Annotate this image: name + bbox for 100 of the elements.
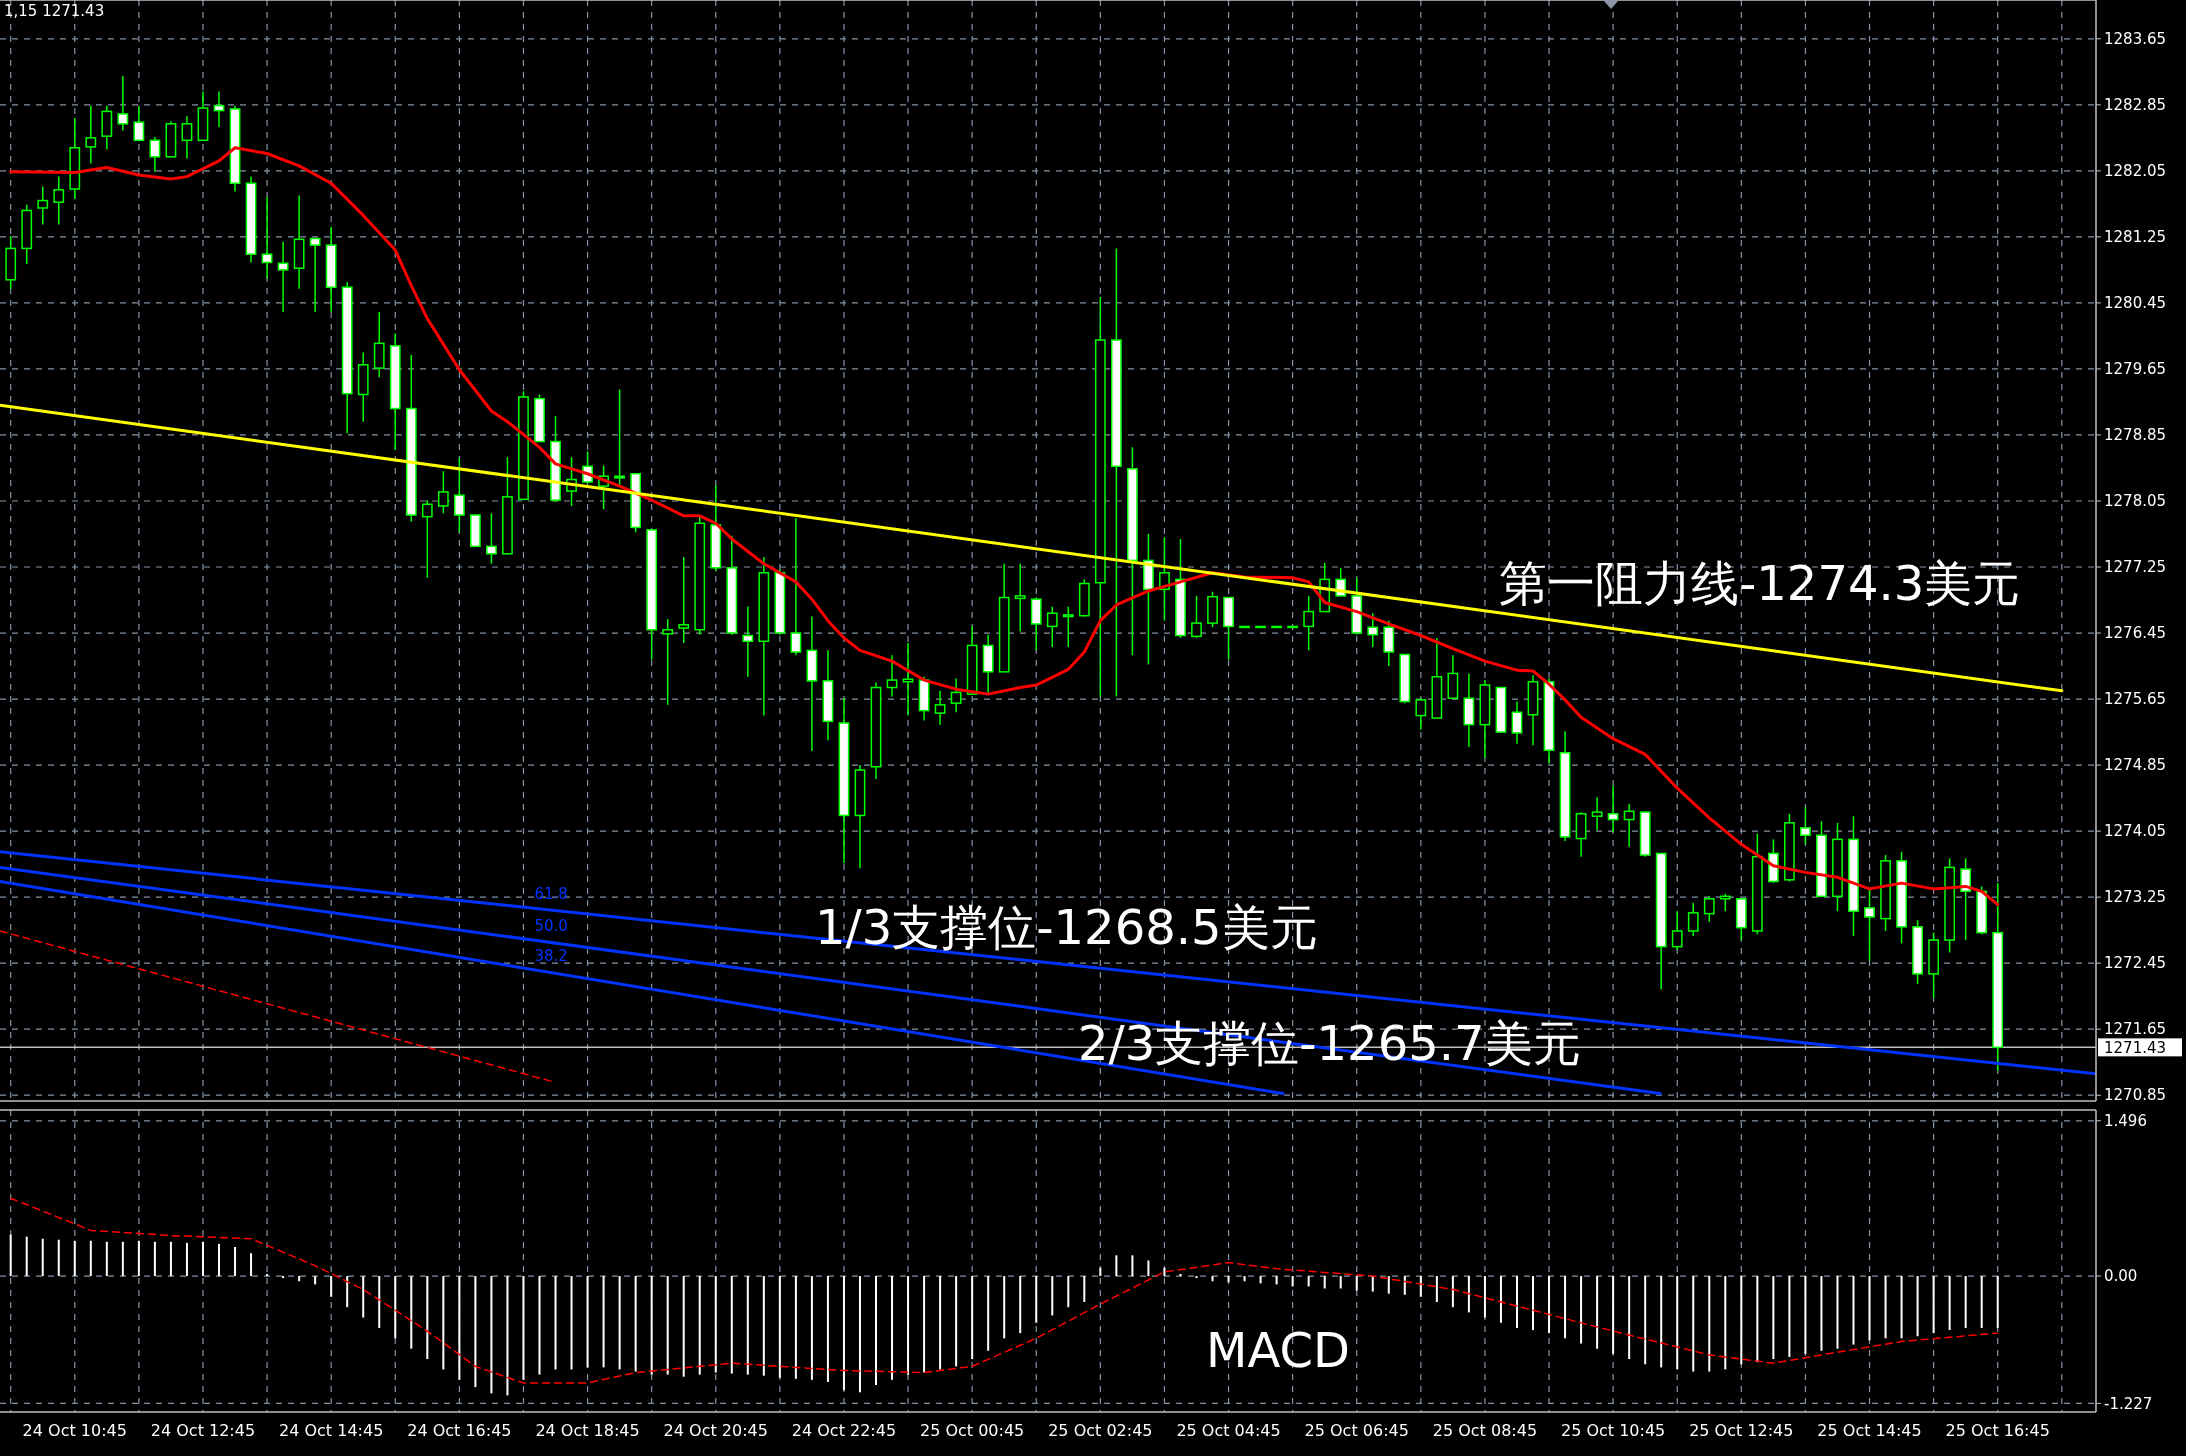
- bar: [442, 1276, 445, 1370]
- bar: [266, 1273, 269, 1277]
- bar: [650, 1276, 653, 1375]
- bar: [1179, 1273, 1182, 1277]
- bar: [314, 1276, 317, 1285]
- annotation: 第一阻力线-1274.3美元: [1499, 554, 2021, 611]
- bar: [1724, 1276, 1727, 1370]
- bar: [1323, 1276, 1326, 1289]
- y-tick-label: 1274.05: [2104, 822, 2167, 841]
- bar: [346, 1276, 349, 1308]
- x-tick-label: 25 Oct 06:45: [1304, 1421, 1409, 1440]
- bar: [1980, 1276, 1983, 1328]
- candlestick: [486, 512, 497, 565]
- bar: [1708, 1276, 1711, 1372]
- bar: [105, 1241, 108, 1277]
- bar: [73, 1240, 76, 1277]
- candlestick: [742, 605, 754, 678]
- bar: [1820, 1276, 1823, 1351]
- x-tick-label: 24 Oct 20:45: [663, 1421, 768, 1440]
- bar: [1371, 1276, 1374, 1292]
- bar: [394, 1276, 397, 1339]
- y-tick-label: 1282.85: [2104, 96, 2167, 115]
- bar: [1932, 1276, 1935, 1334]
- candlestick: [117, 75, 129, 132]
- bar: [1596, 1276, 1599, 1349]
- bar: [153, 1241, 156, 1277]
- bar: [89, 1240, 92, 1277]
- bar: [858, 1276, 861, 1393]
- bar: [1756, 1276, 1759, 1363]
- bar: [1355, 1276, 1358, 1291]
- x-tick-label: 25 Oct 02:45: [1048, 1421, 1153, 1440]
- x-tick-label: 24 Oct 18:45: [535, 1421, 640, 1440]
- bar: [410, 1276, 413, 1349]
- bar: [1788, 1276, 1791, 1357]
- bar: [378, 1276, 381, 1328]
- bar: [1067, 1276, 1070, 1308]
- bar: [282, 1276, 285, 1279]
- candlestick: [662, 618, 674, 706]
- candlestick: [1623, 803, 1635, 848]
- bar: [714, 1276, 717, 1373]
- x-tick-label: 25 Oct 08:45: [1432, 1421, 1538, 1440]
- y-tick-label: 1281.25: [2104, 228, 2167, 247]
- bar: [1387, 1276, 1390, 1294]
- bar: [1227, 1276, 1230, 1283]
- bar: [730, 1276, 733, 1374]
- y-tick-label: 1279.65: [2104, 360, 2167, 379]
- ref-line-label: 1271.43: [2104, 1038, 2167, 1057]
- bar: [1195, 1276, 1198, 1279]
- bar: [875, 1276, 877, 1386]
- bar: [522, 1276, 525, 1380]
- candlestick: [1046, 605, 1058, 648]
- candlestick: [950, 677, 962, 714]
- bar: [1163, 1267, 1166, 1277]
- candlestick: [133, 104, 145, 142]
- x-tick-label: 25 Oct 14:45: [1817, 1421, 1922, 1440]
- bar: [1467, 1276, 1470, 1313]
- bar: [1403, 1276, 1406, 1295]
- bar: [1483, 1276, 1486, 1318]
- candlestick: [309, 237, 321, 313]
- candlestick: [1703, 895, 1715, 923]
- x-tick-label: 24 Oct 22:45: [791, 1421, 897, 1440]
- candlestick: [1191, 595, 1202, 639]
- bar: [1804, 1276, 1807, 1354]
- y-tick-label: 1277.25: [2104, 558, 2167, 577]
- bar: [234, 1246, 237, 1277]
- candlestick: [277, 241, 289, 313]
- y-tick-label: 1280.45: [2104, 294, 2167, 313]
- bar: [826, 1276, 829, 1382]
- x-tick-label: 24 Oct 14:45: [279, 1421, 384, 1440]
- candlestick: [1511, 700, 1523, 745]
- bar: [602, 1276, 605, 1368]
- bar: [1499, 1276, 1502, 1323]
- candlestick: [421, 499, 433, 579]
- bar: [971, 1276, 974, 1360]
- bar: [1628, 1276, 1631, 1360]
- bar: [1035, 1276, 1038, 1323]
- bar: [891, 1276, 894, 1380]
- bar: [810, 1276, 813, 1380]
- bar: [490, 1276, 493, 1394]
- bar: [506, 1276, 509, 1396]
- candlestick: [213, 90, 225, 128]
- x-tick-label: 24 Oct 16:45: [407, 1421, 512, 1440]
- candlestick: [181, 115, 193, 160]
- bar: [218, 1243, 220, 1277]
- bar: [666, 1276, 669, 1375]
- bar: [1564, 1276, 1567, 1339]
- bar: [1964, 1276, 1967, 1328]
- x-tick-label: 25 Oct 12:45: [1689, 1421, 1794, 1440]
- candlestick: [85, 104, 97, 165]
- bar: [634, 1276, 637, 1372]
- bar: [362, 1276, 365, 1318]
- bar: [1419, 1276, 1422, 1297]
- bar: [1259, 1276, 1262, 1284]
- bar: [1131, 1255, 1134, 1277]
- bar: [1740, 1276, 1743, 1365]
- candlestick: [790, 517, 802, 657]
- bar: [1900, 1276, 1903, 1339]
- candlestick: [934, 690, 946, 726]
- bar: [1307, 1276, 1310, 1287]
- candlestick: [1800, 806, 1811, 846]
